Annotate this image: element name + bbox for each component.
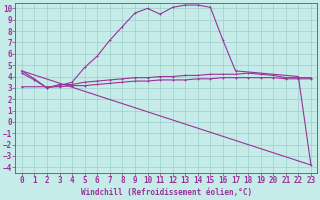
X-axis label: Windchill (Refroidissement éolien,°C): Windchill (Refroidissement éolien,°C) [81,188,252,197]
